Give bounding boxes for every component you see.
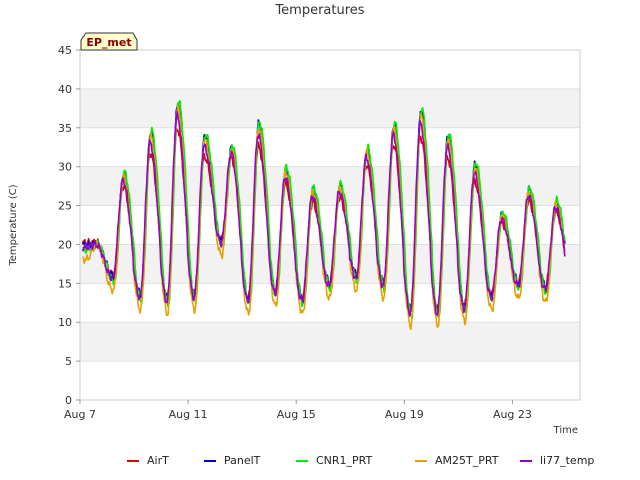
- series-lines: [81, 100, 566, 330]
- y-tick-label: 30: [58, 161, 72, 174]
- chart-title: Temperatures: [274, 3, 364, 18]
- y-axis-label: Temperature (C): [8, 184, 19, 266]
- station-badge: EP_met: [80, 32, 138, 51]
- x-tick-label: Aug 11: [169, 408, 208, 421]
- y-tick-label: 45: [58, 44, 72, 57]
- grid-band: [80, 88, 580, 128]
- grid-band: [80, 361, 580, 400]
- legend-label-panelt: PanelT: [224, 454, 261, 467]
- legend: AirT PanelT CNR1_PRT AM25T_PRT li77_temp: [127, 454, 594, 467]
- y-tick-label: 20: [58, 238, 72, 251]
- y-tick-label: 5: [65, 355, 72, 368]
- y-tick-label: 10: [58, 316, 72, 329]
- station-badge-shape: [80, 32, 138, 51]
- legend-label-li77-temp: li77_temp: [540, 454, 594, 467]
- legend-label-am25t-prt: AM25T_PRT: [435, 454, 499, 467]
- legend-label-airt: AirT: [147, 454, 169, 467]
- x-axis-label: Time: [553, 425, 578, 436]
- series-line-cnr1-prt: [82, 100, 566, 320]
- series-line-li77-temp: [81, 111, 566, 317]
- y-tick-label: 25: [58, 200, 72, 213]
- x-tick-label: Aug 15: [277, 408, 316, 421]
- y-tick-label: 0: [65, 394, 72, 407]
- grid-band: [80, 166, 580, 206]
- grid-band: [80, 205, 580, 245]
- grid-band: [80, 50, 580, 89]
- y-tick-label: 35: [58, 122, 72, 135]
- legend-label-cnr1-prt: CNR1_PRT: [316, 454, 373, 467]
- y-tick-label: 15: [58, 277, 72, 290]
- station-badge-label: EP_met: [86, 36, 131, 49]
- x-tick-label: Aug 23: [493, 408, 532, 421]
- x-tick-label: Aug 19: [385, 408, 424, 421]
- grid-band: [80, 127, 580, 167]
- y-tick-label: 40: [58, 83, 72, 96]
- x-tick-label: Aug 7: [64, 408, 96, 421]
- x-tick-labels: Aug 7 Aug 11 Aug 15 Aug 19 Aug 23: [64, 400, 532, 421]
- plot-frame: [79, 49, 581, 401]
- y-tick-labels: 0 5 10 15 20 25 30 35 40 45: [58, 44, 80, 407]
- grid-band: [80, 244, 580, 284]
- grid-band: [80, 322, 580, 362]
